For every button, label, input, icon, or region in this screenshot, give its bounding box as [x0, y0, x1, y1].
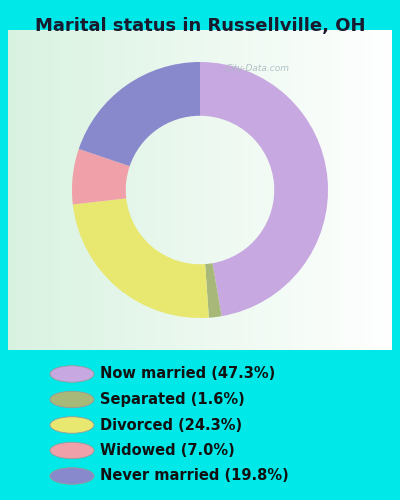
Wedge shape	[200, 62, 328, 316]
Wedge shape	[73, 198, 209, 318]
Text: Marital status in Russellville, OH: Marital status in Russellville, OH	[35, 18, 365, 36]
Text: Divorced (24.3%): Divorced (24.3%)	[100, 418, 242, 432]
Circle shape	[50, 391, 94, 408]
Circle shape	[50, 366, 94, 382]
Wedge shape	[79, 62, 200, 166]
Text: Never married (19.8%): Never married (19.8%)	[100, 468, 289, 483]
Circle shape	[50, 442, 94, 459]
Text: Separated (1.6%): Separated (1.6%)	[100, 392, 245, 407]
Circle shape	[50, 468, 94, 484]
Wedge shape	[72, 149, 130, 204]
Wedge shape	[205, 263, 222, 318]
Circle shape	[50, 417, 94, 433]
Text: City-Data.com: City-Data.com	[226, 64, 290, 73]
Text: Widowed (7.0%): Widowed (7.0%)	[100, 443, 235, 458]
Text: Now married (47.3%): Now married (47.3%)	[100, 366, 275, 382]
